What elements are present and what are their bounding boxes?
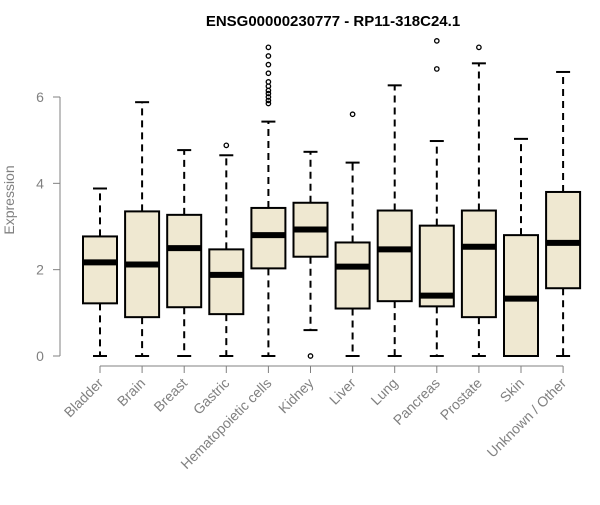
outlier-point: [223, 142, 230, 149]
iqr-box: [460, 209, 497, 319]
outlier-point: [265, 61, 272, 68]
y-tick-label: 4: [36, 175, 44, 191]
outlier-point: [265, 90, 272, 97]
x-tick-label: Lung: [367, 375, 400, 408]
iqr-box: [376, 209, 413, 303]
x-tick-label: Prostate: [437, 375, 485, 423]
x-tick-label: Breast: [150, 375, 190, 415]
x-tick-label: Kidney: [275, 375, 317, 417]
y-tick-label: 2: [36, 262, 44, 278]
outlier-point: [349, 111, 356, 118]
box-gastric: [208, 142, 245, 357]
x-tick-label: Bladder: [61, 375, 107, 421]
box-unknown-other: [545, 70, 582, 357]
x-tick-label: Unknown / Other: [484, 375, 570, 461]
outlier-point: [476, 44, 482, 51]
box-skin: [503, 137, 539, 357]
y-axis-label: Expression: [1, 165, 17, 234]
outlier-point: [265, 97, 272, 104]
iqr-box: [334, 241, 371, 310]
plot-area: [82, 38, 582, 359]
iqr-box: [82, 235, 118, 305]
iqr-box: [503, 234, 539, 357]
iqr-box: [208, 248, 245, 316]
x-tick-label: Brain: [114, 375, 148, 409]
box-lung: [376, 84, 413, 357]
outlier-point: [265, 94, 272, 100]
x-tick-label: Pancreas: [390, 375, 443, 428]
outlier-point: [433, 66, 440, 72]
box-liver: [334, 111, 371, 357]
y-tick-label: 0: [36, 348, 44, 364]
y-tick-label: 6: [36, 89, 44, 105]
outlier-point: [265, 100, 272, 107]
box-kidney: [292, 150, 329, 359]
x-tick-label: Liver: [326, 375, 359, 408]
box-bladder: [82, 187, 118, 357]
outlier-point: [265, 79, 272, 85]
box-breast: [166, 149, 203, 357]
box-prostate: [460, 44, 497, 357]
box-brain: [124, 101, 161, 357]
outlier-point: [265, 53, 272, 59]
y-axis: 0 2 4 6: [36, 89, 61, 364]
outlier-point: [265, 44, 272, 51]
box-pancreas: [418, 38, 455, 357]
outlier-point: [307, 353, 314, 359]
iqr-box: [250, 206, 287, 270]
chart-title: ENSG00000230777 - RP11-318C24.1: [206, 13, 460, 30]
outlier-point: [265, 70, 272, 77]
x-tick-label: Skin: [497, 375, 528, 406]
outlier-point: [433, 38, 440, 44]
box-hematopoietic-cells: [250, 44, 287, 357]
iqr-box: [166, 213, 203, 309]
